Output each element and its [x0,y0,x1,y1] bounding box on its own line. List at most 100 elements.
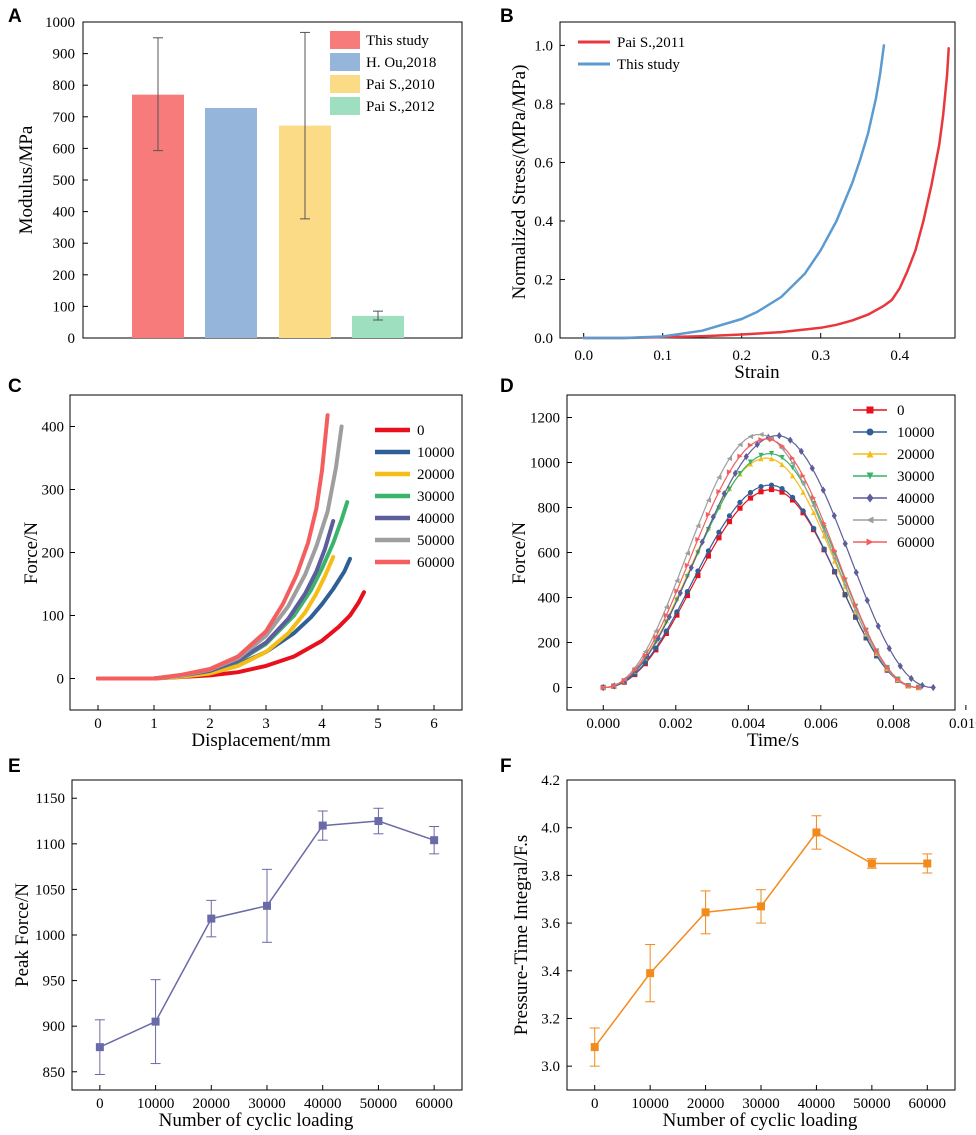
legend-label-5: 50000 [897,513,935,529]
panel-e-point [263,901,271,910]
series-2-marker [810,509,817,516]
panel-e-ytick-label: 950 [43,974,66,990]
panel-e-ytick-label: 900 [43,1019,66,1035]
panel-e-xtick-label: 20000 [193,1096,231,1112]
series-5-marker [684,550,690,556]
series-6-marker [789,455,796,461]
panel-e-ytick-label: 1100 [36,837,65,853]
legend-marker-3 [866,472,874,480]
series-4-marker [831,512,837,520]
series-4-marker [908,674,914,683]
panel-f-series-line [593,831,929,1048]
series-0-marker [705,553,712,559]
panel-c-xlabel: Displacement/mm [191,730,331,751]
series-0-marker [789,497,796,503]
series-1-marker [716,529,722,535]
panel-d-ytick-label: 1000 [530,456,560,472]
panel-d-xtick-label: 0.008 [876,716,910,732]
series-0-marker [684,592,690,599]
series-5-marker [737,442,743,448]
series-4-marker [721,490,727,498]
panel-e-ytick-label: 850 [43,1065,66,1081]
series-1-marker [747,489,754,496]
panel-f-ytick-label: 3.8 [541,868,560,884]
series-1-marker [674,609,680,615]
legend-label-6: 60000 [417,555,455,571]
series-6-marker [663,612,669,618]
panel-f-point [590,1043,599,1052]
series-4-marker [644,652,650,660]
panel-c-ytick-label: 100 [42,609,65,625]
series-6-marker [684,562,690,568]
legend-label-0: 0 [417,423,425,439]
panel-c-ytick-label: 300 [42,483,65,499]
series-1-marker [821,546,827,552]
series-1-marker [758,484,764,490]
series-1-marker [768,482,775,488]
panel-d-xtick-label: 0.010 [949,716,976,732]
legend-label-1: This study [617,57,680,73]
panel-c-xtick-label: 1 [150,716,158,732]
series-5-marker [832,555,838,561]
panel-a-ytick-label: 600 [53,141,76,157]
series-1-marker [779,485,785,492]
series-3-marker [779,454,785,461]
series-2-marker [800,489,806,495]
series-1-marker [842,592,848,598]
panel-e-xtick-label: 10000 [137,1096,175,1112]
legend-label-0: Pai S.,2011 [617,35,685,51]
legend-label-5: 50000 [417,533,455,549]
panel-c-xtick-label: 0 [94,716,102,732]
panel-f-xtick-label: 20000 [687,1096,725,1112]
series-6-marker [716,489,722,495]
panel-e-ytick-label: 1000 [35,928,65,944]
series-4-marker [875,622,881,630]
series-5-marker [821,528,827,535]
panel-d-ytick-label: 1200 [530,411,560,427]
panel-a-ytick-label: 0 [68,331,76,347]
series-6-marker [895,676,901,682]
panel-b-xtick-label: 0.3 [811,348,830,364]
series-6-marker [705,511,712,518]
series-6-marker [674,588,680,594]
series-4-marker [886,644,892,652]
series-2-marker [768,456,775,462]
series-6-marker [905,683,911,689]
series-1-marker [653,645,659,651]
panel-c-xtick-label: 4 [318,716,326,732]
panel-a-ytick-label: 100 [53,299,76,315]
series-5-marker [705,497,712,503]
legend-label-3: Pai S.,2012 [366,99,435,115]
series-4-marker [919,681,925,690]
legend-label-6: 60000 [897,535,935,551]
panel-b-ytick-label: 0.0 [534,331,553,347]
series-5-marker [747,433,754,440]
series-1-marker [810,525,817,531]
panel-a-ytick-label: 700 [53,110,76,126]
series-5-marker [789,460,796,466]
series-4-marker [853,568,859,577]
panel-f-axes-frame [566,779,956,1091]
panel-f-point [867,859,876,868]
panel-b-ytick-label: 0.6 [534,155,553,171]
series-4-marker [699,538,705,546]
panel-f-ylabel: Pressure-Time Integral/F.s [511,835,532,1035]
series-3-marker [758,452,764,458]
panel-b-xlabel: Strain [734,362,780,383]
panel-f-point [923,859,932,868]
series-6-marker [726,469,733,475]
legend-label-2: 20000 [417,467,455,483]
legend-marker-5 [866,516,874,524]
panel-a-ytick-label: 1000 [45,15,75,31]
series-6-marker [800,473,806,479]
panel-c-xtick-label: 5 [374,716,382,732]
series-4-marker [776,432,782,440]
series-2-marker [779,461,785,468]
series-6-marker [737,453,743,459]
legend-label-1: 10000 [417,445,455,461]
legend-label-4: 40000 [417,511,455,527]
panel-b-ytick-label: 1.0 [534,38,553,54]
series-0-marker [768,486,775,493]
panel-c-ytick-label: 200 [42,546,65,562]
